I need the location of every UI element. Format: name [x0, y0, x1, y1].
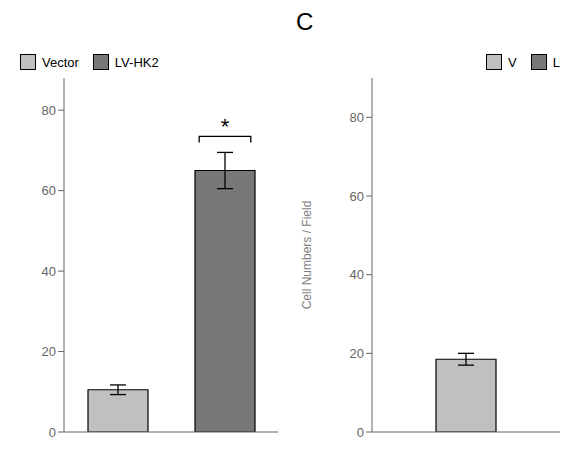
html-text:Vector: Vector: [42, 54, 79, 70]
svg-text:*: *: [221, 114, 230, 139]
svg-text:60: 60: [42, 183, 56, 198]
svg-text:0: 0: [357, 425, 364, 440]
svg-text:60: 60: [350, 189, 364, 204]
svg-text:40: 40: [350, 267, 364, 282]
html-text:L: L: [552, 54, 560, 70]
svg-text:20: 20: [42, 344, 56, 359]
html-text:LV-HK2: LV-HK2: [114, 54, 159, 70]
svg-text:20: 20: [350, 346, 364, 361]
svg-text:80: 80: [350, 110, 364, 125]
svg-text:80: 80: [42, 103, 56, 118]
html-text:C: C: [296, 8, 314, 35]
svg-text:0: 0: [49, 425, 56, 440]
svg-text:Cell Numbers / Field: Cell Numbers / Field: [300, 201, 314, 310]
html-text:V: V: [508, 54, 517, 70]
svg-text:40: 40: [42, 264, 56, 279]
